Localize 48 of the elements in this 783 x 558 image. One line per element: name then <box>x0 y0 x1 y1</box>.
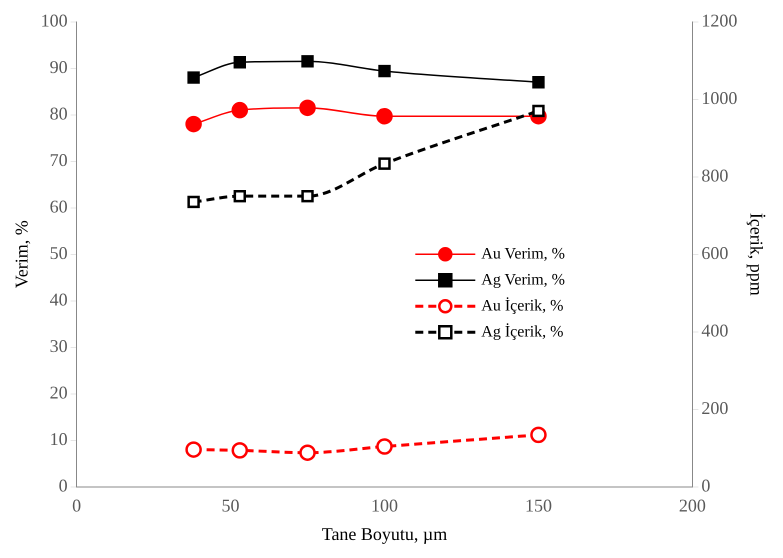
point <box>376 108 393 124</box>
y2-tick-label: 200 <box>701 398 728 418</box>
point <box>530 426 547 444</box>
y2-tick-label: 600 <box>701 243 728 264</box>
y-tick-label: 90 <box>50 57 68 78</box>
point <box>532 76 545 88</box>
point <box>232 442 248 459</box>
x-tick-label: 0 <box>72 495 82 516</box>
legend-label: Ag İçerik, % <box>481 322 564 341</box>
point <box>378 157 391 170</box>
y-tick-label: 50 <box>50 243 68 264</box>
point <box>187 196 200 208</box>
point <box>185 441 202 458</box>
point <box>301 190 314 202</box>
point <box>299 444 316 461</box>
y-tick-label: 30 <box>50 336 68 356</box>
y-tick-label: 70 <box>50 150 68 170</box>
point <box>234 190 246 202</box>
y2-axis-title: İçerik, ppm <box>746 212 766 296</box>
y2-tick-label: 400 <box>701 320 728 341</box>
y-axis-title: Verim, % <box>12 220 32 288</box>
point <box>301 55 314 68</box>
y2-tick-label: 1000 <box>701 88 738 108</box>
y-tick-label: 20 <box>50 382 68 403</box>
point <box>376 438 393 455</box>
x-tick-label: 200 <box>678 495 706 516</box>
legend-label: Ag Verim, % <box>481 272 565 289</box>
y-tick-label: 10 <box>50 429 68 450</box>
y-tick-label: 80 <box>50 104 68 124</box>
point <box>234 56 246 68</box>
y-tick-label: 0 <box>58 476 68 496</box>
x-tick-label: 100 <box>371 495 398 516</box>
point <box>378 64 391 78</box>
y2-tick-label: 1200 <box>701 10 738 31</box>
y2-tick-label: 800 <box>701 166 728 186</box>
y-tick-label: 100 <box>40 10 68 31</box>
y-tick-label: 40 <box>50 290 68 310</box>
legend-label: Au Verim, % <box>481 246 565 263</box>
y-tick-label: 60 <box>50 196 68 217</box>
point <box>187 71 200 84</box>
point <box>232 102 248 118</box>
x-tick-label: 50 <box>222 495 240 516</box>
x-axis-title: Tane Boyutu, µm <box>322 524 448 544</box>
y2-tick-label: 0 <box>701 476 710 496</box>
point <box>299 100 316 116</box>
point <box>185 116 202 132</box>
x-tick-label: 150 <box>524 495 552 516</box>
legend-label: Au İçerik, % <box>481 296 564 315</box>
